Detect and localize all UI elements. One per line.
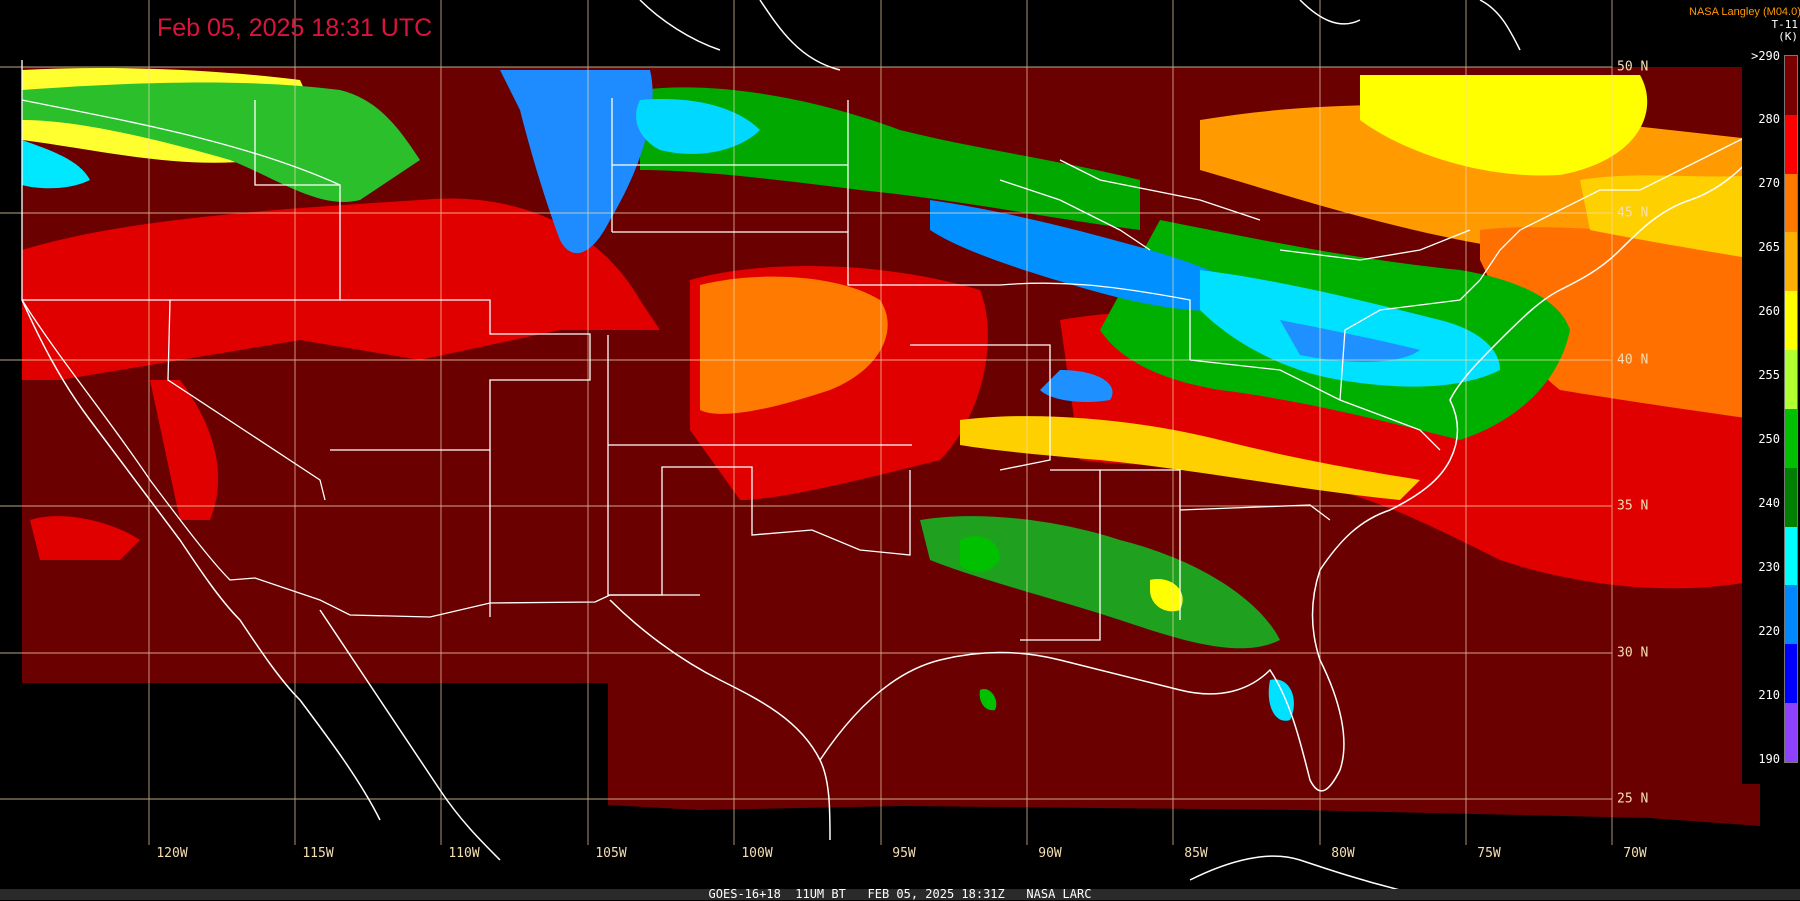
legend-tick: 240 <box>1758 496 1780 510</box>
legend-tick: 230 <box>1758 560 1780 574</box>
coastlines <box>21 0 1761 891</box>
legend-tick: 210 <box>1758 688 1780 702</box>
legend-tick: 255 <box>1758 368 1780 382</box>
lat-label: 35 N <box>1617 498 1649 514</box>
legend-tick: 220 <box>1758 624 1780 638</box>
legend-swatch <box>1785 467 1797 527</box>
ir-imagery <box>22 67 1760 826</box>
timestamp-label: Feb 05, 2025 18:31 UTC <box>157 14 433 42</box>
legend-swatch <box>1785 114 1797 174</box>
legend-tick: 250 <box>1758 432 1780 446</box>
latlon-grid <box>0 0 1613 845</box>
lat-label: 25 N <box>1617 791 1649 807</box>
legend-swatch <box>1785 585 1797 645</box>
legend-tick: 270 <box>1758 176 1780 190</box>
lon-label: 115W <box>302 846 334 861</box>
legend-colorbar <box>1784 55 1798 763</box>
lon-label: 120W <box>156 846 188 861</box>
lat-label: 45 N <box>1617 205 1649 221</box>
legend-title-variable: T-11 <box>1771 18 1799 31</box>
legend-swatch <box>1785 350 1797 409</box>
lon-label: 75W <box>1477 846 1501 861</box>
legend-swatch <box>1785 703 1797 762</box>
legend-title-unit: (K) <box>1778 30 1798 43</box>
lon-label: 105W <box>595 846 627 861</box>
lon-label: 100W <box>741 846 773 861</box>
legend-tick: 265 <box>1758 240 1780 254</box>
legend-tick: 280 <box>1758 112 1780 126</box>
legend-swatch <box>1785 173 1797 233</box>
lat-label: 40 N <box>1617 352 1649 368</box>
lat-label: 30 N <box>1617 645 1649 661</box>
legend-swatch <box>1785 526 1797 586</box>
lat-label: 50 N <box>1617 59 1649 75</box>
lon-label: 70W <box>1623 846 1647 861</box>
legend-tick: 190 <box>1758 752 1780 766</box>
state-borders <box>21 60 1761 641</box>
legend-tick: 260 <box>1758 304 1780 318</box>
lon-label: 95W <box>892 846 916 861</box>
legend-swatch <box>1785 644 1797 704</box>
color-legend: T-11 (K) >290 280 270 265 260 255 250 24… <box>1742 19 1800 784</box>
lon-label: 90W <box>1038 846 1062 861</box>
legend-swatch <box>1785 56 1797 115</box>
lon-label: 80W <box>1331 846 1355 861</box>
footer-caption: GOES-16+18 11UM BT FEB 05, 2025 18:31Z N… <box>0 888 1800 900</box>
legend-tick: >290 <box>1751 49 1780 63</box>
credit-label: NASA Langley (M04.0) <box>1689 6 1800 18</box>
legend-swatch <box>1785 291 1797 351</box>
legend-swatch <box>1785 408 1797 468</box>
legend-swatch <box>1785 232 1797 292</box>
lon-label: 110W <box>448 846 480 861</box>
lon-label: 85W <box>1184 846 1208 861</box>
